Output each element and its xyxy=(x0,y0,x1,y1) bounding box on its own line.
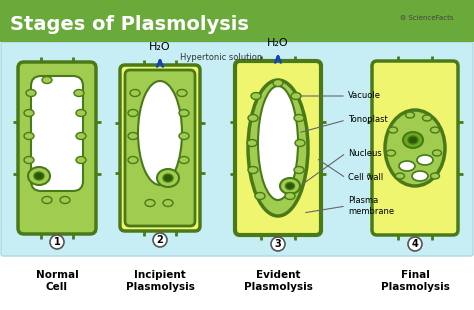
Ellipse shape xyxy=(432,150,441,156)
Ellipse shape xyxy=(273,79,283,86)
Text: Final
Plasmolysis: Final Plasmolysis xyxy=(381,270,449,292)
Ellipse shape xyxy=(24,109,34,117)
Text: H₂O: H₂O xyxy=(149,42,171,52)
Ellipse shape xyxy=(76,157,86,163)
Ellipse shape xyxy=(177,90,187,96)
Ellipse shape xyxy=(247,140,257,147)
Ellipse shape xyxy=(385,110,445,186)
Ellipse shape xyxy=(130,90,140,96)
Ellipse shape xyxy=(422,115,431,121)
Ellipse shape xyxy=(24,132,34,140)
Ellipse shape xyxy=(430,173,439,179)
Text: 1: 1 xyxy=(54,237,60,247)
Ellipse shape xyxy=(34,172,44,180)
Text: 2: 2 xyxy=(156,235,164,245)
Ellipse shape xyxy=(248,166,258,174)
Text: ⚙ ScienceFacts: ⚙ ScienceFacts xyxy=(400,15,454,21)
Circle shape xyxy=(153,233,167,247)
Ellipse shape xyxy=(128,109,138,117)
Ellipse shape xyxy=(285,193,295,200)
Ellipse shape xyxy=(258,86,298,200)
Ellipse shape xyxy=(179,132,189,140)
Text: Nucleus: Nucleus xyxy=(348,148,382,157)
Ellipse shape xyxy=(395,173,404,179)
Ellipse shape xyxy=(28,167,50,185)
Ellipse shape xyxy=(291,92,301,100)
Ellipse shape xyxy=(408,136,418,144)
Ellipse shape xyxy=(145,200,155,206)
Ellipse shape xyxy=(294,166,304,174)
Ellipse shape xyxy=(128,132,138,140)
Text: Hypertonic solution: Hypertonic solution xyxy=(180,54,262,63)
FancyBboxPatch shape xyxy=(120,65,200,231)
Ellipse shape xyxy=(138,81,182,185)
Text: Incipient
Plasmolysis: Incipient Plasmolysis xyxy=(126,270,194,292)
Text: Evident
Plasmolysis: Evident Plasmolysis xyxy=(244,270,312,292)
Ellipse shape xyxy=(294,114,304,122)
Circle shape xyxy=(271,237,285,251)
Ellipse shape xyxy=(163,174,173,182)
Ellipse shape xyxy=(76,109,86,117)
Ellipse shape xyxy=(76,132,86,140)
FancyBboxPatch shape xyxy=(372,61,458,235)
Ellipse shape xyxy=(399,161,415,171)
Circle shape xyxy=(408,237,422,251)
Ellipse shape xyxy=(42,197,52,203)
FancyBboxPatch shape xyxy=(235,61,321,235)
Ellipse shape xyxy=(295,140,305,147)
Ellipse shape xyxy=(128,157,138,163)
Ellipse shape xyxy=(386,150,395,156)
Text: Stages of Plasmolysis: Stages of Plasmolysis xyxy=(10,15,249,33)
Text: 4: 4 xyxy=(411,239,419,249)
Ellipse shape xyxy=(60,197,70,203)
Ellipse shape xyxy=(248,114,258,122)
FancyBboxPatch shape xyxy=(18,62,96,234)
Ellipse shape xyxy=(157,169,179,187)
Ellipse shape xyxy=(255,193,265,200)
Text: 3: 3 xyxy=(274,239,282,249)
Ellipse shape xyxy=(179,157,189,163)
Ellipse shape xyxy=(74,90,84,96)
Text: Plasma
membrane: Plasma membrane xyxy=(348,196,394,216)
Ellipse shape xyxy=(405,112,414,118)
Ellipse shape xyxy=(285,183,294,189)
Ellipse shape xyxy=(389,127,398,133)
Text: Normal
Cell: Normal Cell xyxy=(36,270,78,292)
Circle shape xyxy=(50,235,64,249)
Ellipse shape xyxy=(251,92,261,100)
Ellipse shape xyxy=(412,171,428,181)
Ellipse shape xyxy=(248,80,308,216)
Ellipse shape xyxy=(430,127,439,133)
Text: H₂O: H₂O xyxy=(267,38,289,48)
Ellipse shape xyxy=(179,109,189,117)
Ellipse shape xyxy=(42,77,52,83)
FancyBboxPatch shape xyxy=(0,0,474,42)
Text: Vacuole: Vacuole xyxy=(348,91,381,100)
Ellipse shape xyxy=(24,157,34,163)
Text: Cell wall: Cell wall xyxy=(348,174,383,183)
Ellipse shape xyxy=(403,132,423,148)
Ellipse shape xyxy=(280,178,300,194)
FancyBboxPatch shape xyxy=(125,70,195,226)
Ellipse shape xyxy=(163,200,173,206)
FancyBboxPatch shape xyxy=(1,42,473,256)
Ellipse shape xyxy=(417,155,433,165)
Ellipse shape xyxy=(26,90,36,96)
FancyBboxPatch shape xyxy=(31,76,83,191)
Text: Tonoplast: Tonoplast xyxy=(348,116,388,125)
